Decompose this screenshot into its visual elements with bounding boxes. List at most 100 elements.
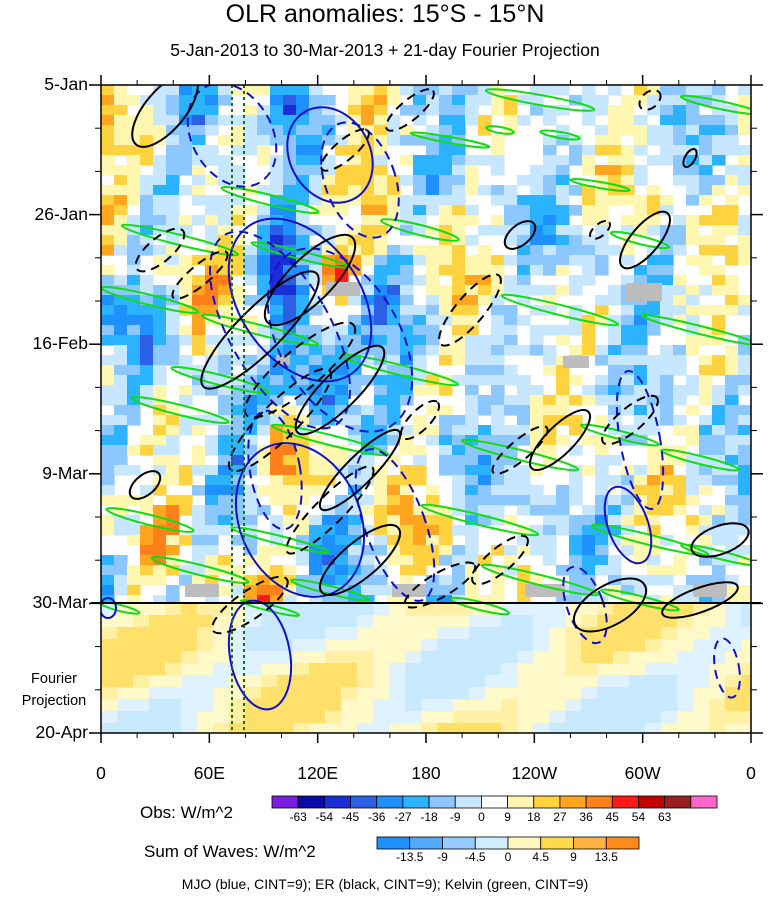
- projection-cell: [213, 723, 230, 733]
- obs-cell: [426, 95, 440, 106]
- obs-cell: [478, 115, 492, 126]
- er-contour: [529, 409, 591, 471]
- obs-cell: [218, 455, 232, 466]
- obs-cell: [166, 555, 180, 566]
- obs-cell: [127, 125, 141, 136]
- projection-cell: [117, 639, 134, 652]
- projection-cell: [309, 699, 326, 712]
- obs-cell: [517, 405, 531, 416]
- obs-cell: [491, 365, 505, 376]
- projection-cell: [533, 615, 550, 628]
- obs-cell: [504, 255, 518, 266]
- obs-cell: [608, 175, 622, 186]
- projection-cell: [597, 675, 614, 688]
- projection-cell: [101, 627, 118, 640]
- obs-cell: [491, 335, 505, 346]
- projection-cell: [613, 687, 630, 700]
- waves-colorbar-cell: [540, 836, 574, 850]
- projection-cell: [101, 687, 118, 700]
- obs-cell: [114, 365, 128, 376]
- waves-colorbar-cell: [507, 836, 542, 850]
- projection-cell: [389, 687, 406, 700]
- obs-cell: [335, 115, 349, 126]
- obs-cell: [270, 495, 284, 506]
- obs-cell: [608, 395, 622, 406]
- obs-cell: [491, 575, 505, 586]
- projection-cell: [261, 711, 278, 724]
- obs-cell: [348, 335, 362, 346]
- obs-cell: [192, 575, 206, 586]
- obs-cell: [114, 325, 128, 336]
- obs-cell: [270, 225, 284, 236]
- obs-cell: [413, 325, 427, 336]
- projection-cell: [549, 711, 566, 724]
- obs-cell: [439, 125, 453, 136]
- obs-cell: [322, 475, 336, 486]
- obs-cell: [413, 225, 427, 236]
- obs-cell: [504, 345, 518, 356]
- obs-cell: [595, 245, 609, 256]
- obs-cell: [348, 515, 362, 526]
- obs-cell: [231, 425, 245, 436]
- obs-cell: [517, 425, 531, 436]
- obs-cell: [491, 165, 505, 176]
- obs-cell: [621, 545, 635, 556]
- obs-cell: [504, 565, 518, 576]
- obs-cell: [257, 415, 271, 426]
- obs-cell: [127, 255, 141, 266]
- obs-cell: [322, 105, 336, 116]
- obs-cell: [608, 435, 622, 446]
- obs-cell: [296, 145, 310, 156]
- obs-cell: [491, 395, 505, 406]
- obs-cell: [556, 375, 570, 386]
- obs-cell: [660, 295, 674, 306]
- obs-cell: [296, 195, 310, 206]
- obs-cell: [296, 135, 310, 146]
- obs-cell: [491, 215, 505, 226]
- er-contour: [471, 534, 529, 586]
- obs-cell: [556, 285, 570, 296]
- obs-cell: [647, 185, 661, 196]
- obs-cell: [439, 205, 453, 216]
- obs-cell: [686, 125, 700, 136]
- projection-cell: [277, 711, 294, 724]
- obs-cell: [140, 275, 154, 286]
- y-tick-label: 5-Jan: [44, 74, 88, 94]
- projection-cell: [421, 675, 438, 688]
- obs-cell: [491, 255, 505, 266]
- obs-cell: [595, 195, 609, 206]
- obs-cell: [205, 365, 219, 376]
- obs-cell: [712, 365, 726, 376]
- obs-cell: [387, 485, 401, 496]
- obs-cell: [231, 235, 245, 246]
- obs-cell: [374, 275, 388, 286]
- obs-cell: [205, 385, 219, 396]
- obs-cell: [335, 335, 349, 346]
- projection-cell: [453, 711, 470, 724]
- obs-cell: [634, 365, 648, 376]
- obs-cell: [231, 405, 245, 416]
- obs-cell: [673, 495, 687, 506]
- obs-cell: [673, 385, 687, 396]
- obs-cell: [101, 455, 115, 466]
- obs-cell: [179, 465, 193, 476]
- obs-cell: [257, 115, 271, 126]
- obs-cell: [400, 135, 414, 146]
- obs-cell: [673, 95, 687, 106]
- obs-cell: [491, 545, 505, 556]
- obs-cell: [322, 325, 336, 336]
- kelvin-contour: [101, 601, 141, 615]
- obs-cell: [140, 485, 154, 496]
- obs-cell: [101, 275, 115, 286]
- obs-cell: [296, 475, 310, 486]
- obs-cell: [348, 565, 362, 576]
- obs-cell: [621, 575, 635, 586]
- mjo-contour: [354, 448, 436, 602]
- obs-cell: [231, 505, 245, 516]
- obs-cell: [738, 345, 751, 356]
- obs-cell: [569, 145, 583, 156]
- obs-cell: [153, 205, 167, 216]
- obs-cell: [309, 595, 323, 603]
- obs-cell: [244, 485, 258, 496]
- obs-cell: [608, 455, 622, 466]
